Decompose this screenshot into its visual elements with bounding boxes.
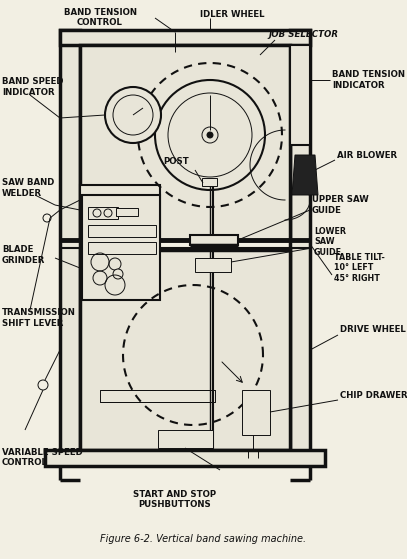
Bar — [290, 45, 310, 145]
Bar — [82, 195, 160, 300]
Bar — [158, 430, 213, 448]
Bar — [80, 250, 290, 450]
Text: DRIVE WHEEL: DRIVE WHEEL — [340, 325, 406, 334]
Text: LOWER
SAW
GUIDE: LOWER SAW GUIDE — [314, 227, 346, 257]
Text: BAND TENSION
INDICATOR: BAND TENSION INDICATOR — [332, 70, 405, 89]
Text: SAW BAND
WELDER: SAW BAND WELDER — [2, 178, 55, 198]
Bar — [242, 390, 270, 435]
Circle shape — [113, 95, 153, 135]
Text: START AND STOP
PUSHBUTTONS: START AND STOP PUSHBUTTONS — [133, 490, 217, 509]
Text: Figure 6-2. Vertical band sawing machine.: Figure 6-2. Vertical band sawing machine… — [100, 534, 306, 544]
Text: AIR BLOWER: AIR BLOWER — [337, 150, 397, 159]
Bar — [202, 178, 217, 186]
Text: BAND SPEED
INDICATOR: BAND SPEED INDICATOR — [2, 77, 63, 97]
Bar — [190, 235, 238, 245]
Bar — [80, 185, 160, 240]
Bar — [100, 390, 215, 402]
Bar — [60, 30, 310, 45]
Text: JOB SELECTOR: JOB SELECTOR — [268, 30, 338, 39]
Text: TABLE TILT-
10° LEFT
45° RIGHT: TABLE TILT- 10° LEFT 45° RIGHT — [334, 253, 385, 283]
Bar — [45, 450, 325, 466]
Bar — [88, 242, 156, 254]
Circle shape — [202, 127, 218, 143]
Bar — [88, 225, 156, 237]
Polygon shape — [292, 155, 318, 195]
Bar — [116, 208, 138, 216]
Bar — [60, 30, 80, 460]
Text: TRANSMISSION
SHIFT LEVER: TRANSMISSION SHIFT LEVER — [2, 309, 76, 328]
Text: VARIABLE SPEED
CONTROL: VARIABLE SPEED CONTROL — [2, 448, 83, 467]
Text: POST: POST — [163, 158, 189, 167]
Text: UPPER SAW
GUIDE: UPPER SAW GUIDE — [312, 195, 369, 215]
Bar — [80, 45, 290, 240]
Circle shape — [113, 269, 123, 279]
Text: CHIP DRAWER: CHIP DRAWER — [340, 391, 407, 400]
Circle shape — [105, 87, 161, 143]
Bar — [88, 207, 118, 219]
Text: BAND TENSION
CONTROL: BAND TENSION CONTROL — [63, 8, 136, 27]
Bar — [290, 30, 310, 460]
Text: BLADE
GRINDER: BLADE GRINDER — [2, 245, 45, 265]
Circle shape — [207, 132, 213, 138]
Text: IDLER WHEEL: IDLER WHEEL — [200, 10, 264, 19]
Bar — [195, 258, 231, 272]
